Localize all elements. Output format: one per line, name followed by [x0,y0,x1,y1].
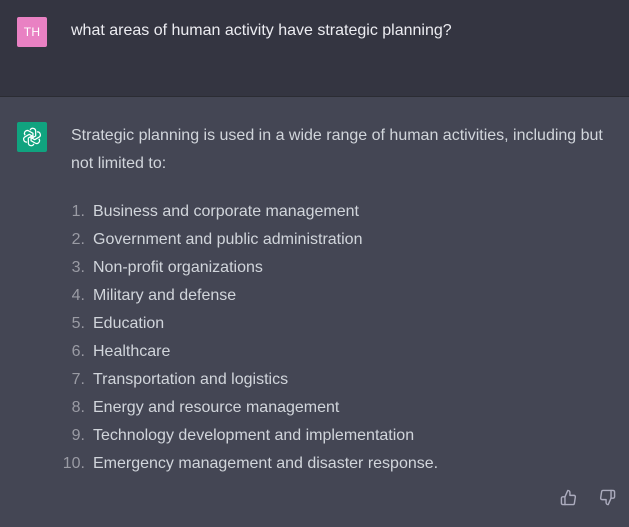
list-item: 1. Business and corporate management [40,198,438,226]
list-item-number: 1. [71,203,85,220]
list-item: 3. Non-profit organizations [40,254,438,282]
list-item: 2. Government and public administration [40,226,438,254]
list-item: 9. Technology development and implementa… [40,422,438,450]
user-message-row: TH what areas of human activity have str… [0,0,629,97]
assistant-avatar [17,122,47,152]
assistant-intro-text: Strategic planning is used in a wide ran… [71,127,603,172]
list-item-text: Education [93,315,165,332]
list-item-text: Energy and resource management [93,399,340,416]
thumbs-up-icon [560,489,576,505]
thumbs-down-icon [599,489,615,505]
list-item-text: Non-profit organizations [93,259,263,276]
list-item-text: Technology development and implementatio… [93,427,415,444]
list-item: 4. Military and defense [40,282,438,310]
list-item-text: Business and corporate management [93,203,359,220]
user-avatar-initials: TH [23,25,41,39]
list-item-number: 10. [62,455,85,472]
user-avatar: TH [17,17,47,47]
thumbs-up-button[interactable] [557,486,579,508]
list-item: 8. Energy and resource management [40,394,438,422]
list-item-text: Military and defense [93,287,237,304]
list-item-number: 8. [71,399,85,416]
list-item-text: Emergency management and disaster respon… [93,455,439,472]
list-item: 6. Healthcare [40,338,438,366]
list-item: 5. Education [40,310,438,338]
list-item-text: Healthcare [93,343,171,360]
list-item-number: 6. [71,343,85,360]
openai-logo-icon [23,127,41,147]
list-item-number: 5. [71,315,85,332]
assistant-message-row: Strategic planning is used in a wide ran… [0,97,629,527]
list-item: 10. Emergency management and disaster re… [40,450,438,478]
user-message-text: what areas of human activity have strate… [71,22,452,39]
list-item-text: Government and public administration [93,231,363,248]
list-item: 7. Transportation and logistics [40,366,438,394]
list-item-number: 3. [71,259,85,276]
list-item-text: Transportation and logistics [93,371,289,388]
list-item-number: 7. [71,371,85,388]
list-item-number: 9. [71,427,85,444]
list-item-number: 4. [71,287,85,304]
list-item-number: 2. [71,231,85,248]
thumbs-down-button[interactable] [596,486,618,508]
answer-list: 1. Business and corporate management 2. … [40,198,438,478]
